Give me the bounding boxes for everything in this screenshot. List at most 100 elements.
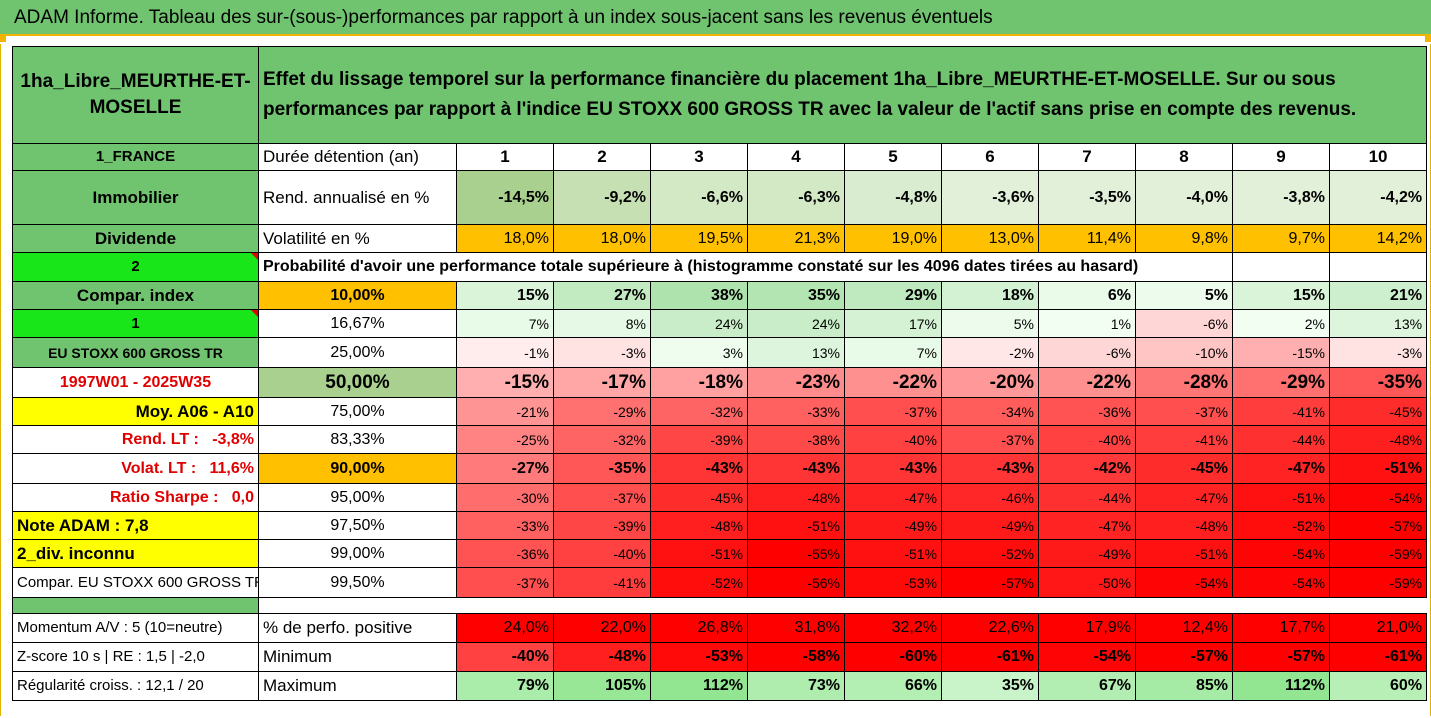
percentile-value: -43% xyxy=(747,453,845,484)
percentile-value: -41% xyxy=(1135,425,1233,454)
bottom-stat-value: 60% xyxy=(1328,671,1428,701)
percentile-value: -23% xyxy=(747,367,845,398)
percentile-value: -41% xyxy=(553,567,651,598)
percentile-value: -39% xyxy=(553,511,651,540)
volatility-value: 14,2% xyxy=(1328,224,1428,253)
percentile-value: -49% xyxy=(844,511,942,540)
percentile-value: -47% xyxy=(1135,483,1233,512)
percentile-value: 24% xyxy=(747,309,845,338)
percentile-value: -47% xyxy=(844,483,942,512)
percentile-label: 99,00% xyxy=(258,539,457,568)
percentile-row: 1 16,67% 7% 8% 24% 24% 17% 5% 1% -6% 2% 13% xyxy=(12,309,1428,338)
empty-cell xyxy=(1328,252,1428,282)
percentile-value: -3% xyxy=(1328,337,1428,368)
long-term-return-label: Rend. LT : -3,8% xyxy=(12,425,259,454)
bottom-stat-value: 22,6% xyxy=(941,613,1039,643)
percentile-value: -54% xyxy=(1328,483,1428,512)
percentile-label: 10,00% xyxy=(258,281,457,310)
percentile-value: 24% xyxy=(650,309,748,338)
percentile-value: 13% xyxy=(1328,309,1428,338)
percentile-value: -43% xyxy=(844,453,942,484)
bottom-stat-value: -57% xyxy=(1232,642,1330,672)
percentile-value: -54% xyxy=(1232,539,1330,568)
percentile-row: Compar. EU STOXX 600 GROSS TR 99,50% -37% -… xyxy=(12,567,1428,598)
bottom-stat-value: 35% xyxy=(941,671,1039,701)
bottom-stat-value: 66% xyxy=(844,671,942,701)
annual-return-value: -3,5% xyxy=(1038,170,1136,225)
percentile-label: 75,00% xyxy=(258,397,457,426)
percentile-value: -54% xyxy=(1135,567,1233,598)
percentile-value: -48% xyxy=(1135,511,1233,540)
bottom-stat-value: 31,8% xyxy=(747,613,845,643)
percentile-value: 15% xyxy=(1232,281,1330,310)
holding-year: 7 xyxy=(1038,143,1136,171)
annual-return-value: -14,5% xyxy=(456,170,554,225)
maximum-row: Régularité croiss. : 12,1 / 20 Maximum 79%… xyxy=(12,671,1428,701)
percentile-value: -51% xyxy=(1328,453,1428,484)
percentile-value: 18% xyxy=(941,281,1039,310)
probability-label: Probabilité d'avoir une performance tota… xyxy=(258,252,1233,282)
spacer-cell xyxy=(12,597,259,614)
holding-year: 1 xyxy=(456,143,554,171)
percentile-value: 27% xyxy=(553,281,651,310)
percentile-value: -57% xyxy=(1328,511,1428,540)
percentile-value: -49% xyxy=(941,511,1039,540)
percentile-row: Note ADAM : 7,8 97,50% -33% -39% -48% -51% -49… xyxy=(12,511,1428,540)
percentile-value: -41% xyxy=(1232,397,1330,426)
percentile-label: 95,00% xyxy=(258,483,457,512)
percentile-value: -48% xyxy=(650,511,748,540)
average-label: Moy. A06 - A10 xyxy=(12,397,259,426)
percentile-value: -44% xyxy=(1038,483,1136,512)
percentile-value: -47% xyxy=(1038,511,1136,540)
bottom-stat-value: 85% xyxy=(1135,671,1233,701)
volatility-value: 11,4% xyxy=(1038,224,1136,253)
holding-year: 8 xyxy=(1135,143,1233,171)
percentile-value: -55% xyxy=(747,539,845,568)
percentile-value: -45% xyxy=(1328,397,1428,426)
annual-return-value: -3,8% xyxy=(1232,170,1330,225)
percentile-value: -6% xyxy=(1038,337,1136,368)
percentile-label: 25,00% xyxy=(258,337,457,368)
left-border-line xyxy=(0,44,1,716)
percentile-value: -43% xyxy=(941,453,1039,484)
percentile-value: 35% xyxy=(747,281,845,310)
percentile-label: 50,00% xyxy=(258,367,457,398)
rank-2-cell: 2 xyxy=(12,252,259,282)
percentile-row: Rend. LT : -3,8% 83,33% -25% -32% -39% -38% -4… xyxy=(12,425,1428,454)
report-description: Effet du lissage temporel sur la perform… xyxy=(257,46,1428,144)
percentile-label: 97,50% xyxy=(258,511,457,540)
percentile-row: 2_div. inconnu 99,00% -36% -40% -51% -55% -51%… xyxy=(12,539,1428,568)
bottom-stat-value: 73% xyxy=(747,671,845,701)
percentile-value: 7% xyxy=(456,309,554,338)
percentile-value: -51% xyxy=(747,511,845,540)
percentile-value: -33% xyxy=(456,511,554,540)
momentum-label: Momentum A/V : 5 (10=neutre) xyxy=(12,613,259,643)
percentile-value: -45% xyxy=(1135,453,1233,484)
percentile-value: -50% xyxy=(1038,567,1136,598)
bottom-stat-value: 32,2% xyxy=(844,613,942,643)
percentile-value: -53% xyxy=(844,567,942,598)
percentile-row: Volat. LT : 11,6% 90,00% -27% -35% -43% -43% -… xyxy=(12,453,1428,484)
percentile-value: -47% xyxy=(1232,453,1330,484)
index-name-label: EU STOXX 600 GROSS TR xyxy=(12,337,259,368)
percentile-value: -30% xyxy=(456,483,554,512)
bottom-stat-value: -54% xyxy=(1038,642,1136,672)
spacer-row xyxy=(12,597,1427,614)
percentile-value: -37% xyxy=(553,483,651,512)
percentile-value: 17% xyxy=(844,309,942,338)
percentile-row: EU STOXX 600 GROSS TR 25,00% -1% -3% 3% 13% 7%… xyxy=(12,337,1428,368)
percentile-value: -59% xyxy=(1328,539,1428,568)
annual-return-value: -3,6% xyxy=(941,170,1039,225)
percentile-value: 7% xyxy=(844,337,942,368)
bottom-stat-value: 79% xyxy=(456,671,554,701)
long-term-volatility-label: Volat. LT : 11,6% xyxy=(12,453,259,484)
holding-year: 10 xyxy=(1328,143,1428,171)
bottom-stat-value: -53% xyxy=(650,642,748,672)
sharpe-ratio-label: Ratio Sharpe : 0,0 xyxy=(12,483,259,512)
bottom-stat-value: 67% xyxy=(1038,671,1136,701)
dividend-status-label: 2_div. inconnu xyxy=(12,539,259,568)
percentile-value: 15% xyxy=(456,281,554,310)
percentile-value: -37% xyxy=(844,397,942,426)
percentile-value: -35% xyxy=(553,453,651,484)
percentile-value: -39% xyxy=(650,425,748,454)
